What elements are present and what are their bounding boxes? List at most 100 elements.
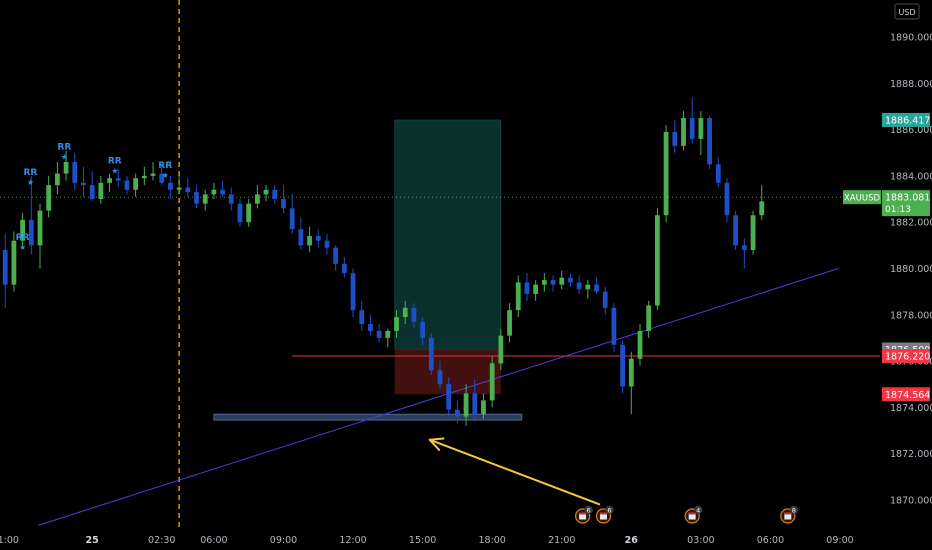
candle bbox=[541, 273, 547, 292]
event-count: 8 bbox=[792, 507, 796, 515]
star-icon: ★ bbox=[162, 171, 169, 180]
candle-body bbox=[202, 194, 208, 204]
candle bbox=[350, 268, 356, 318]
candle-body bbox=[324, 240, 330, 248]
candle bbox=[750, 210, 756, 255]
candle bbox=[672, 120, 678, 153]
candle-body bbox=[585, 284, 591, 290]
candle-body bbox=[211, 189, 217, 195]
event-marker[interactable]: 4 bbox=[684, 505, 703, 524]
trendline[interactable] bbox=[38, 267, 839, 526]
line-price-label-text: 1876.220 bbox=[885, 351, 930, 362]
candle-body bbox=[733, 215, 739, 246]
event-marker[interactable]: 8 bbox=[780, 505, 799, 524]
candle-body bbox=[541, 280, 547, 285]
candle-body bbox=[698, 118, 704, 139]
candle bbox=[411, 303, 417, 329]
candle bbox=[428, 333, 434, 375]
target-zone[interactable] bbox=[394, 119, 502, 350]
candle bbox=[159, 164, 165, 186]
candle bbox=[150, 162, 156, 181]
candle-body bbox=[724, 182, 730, 216]
event-marker[interactable]: 6 bbox=[595, 505, 614, 524]
candle-body bbox=[315, 236, 321, 241]
candle-body bbox=[333, 247, 339, 264]
y-tick-label: 1874.000 bbox=[890, 403, 932, 414]
candle-body bbox=[54, 173, 60, 186]
candle bbox=[124, 175, 130, 195]
x-tick-label: 25 bbox=[86, 535, 99, 546]
currency-button-label: USD bbox=[898, 8, 915, 17]
candle-body bbox=[281, 199, 286, 209]
candle bbox=[524, 273, 530, 301]
candle-body bbox=[115, 178, 121, 181]
currency-button[interactable]: USD bbox=[894, 3, 920, 20]
candle-body bbox=[707, 118, 712, 165]
candle-body bbox=[602, 291, 608, 308]
candle-body bbox=[263, 189, 269, 195]
x-tick-label: 26 bbox=[625, 535, 639, 546]
candle bbox=[489, 356, 495, 408]
arrow-line[interactable] bbox=[429, 438, 601, 506]
target-price-label-bg bbox=[882, 112, 930, 127]
candle bbox=[533, 280, 539, 301]
candle-body bbox=[307, 236, 312, 246]
candle-body bbox=[663, 131, 669, 216]
candle-body bbox=[481, 400, 486, 415]
candle bbox=[46, 175, 52, 218]
candle-body bbox=[550, 280, 556, 285]
candle-body bbox=[420, 321, 426, 338]
arrow-head bbox=[428, 437, 445, 451]
candle-body bbox=[176, 187, 182, 190]
candle bbox=[341, 256, 347, 278]
candle bbox=[185, 178, 191, 197]
candle-body bbox=[72, 162, 78, 183]
candle bbox=[307, 226, 312, 253]
candle-body bbox=[498, 335, 504, 364]
candle bbox=[637, 324, 643, 366]
candle bbox=[376, 324, 382, 343]
candle bbox=[463, 384, 469, 426]
candle bbox=[281, 185, 286, 213]
candle-body bbox=[159, 173, 165, 183]
candle-body bbox=[437, 370, 443, 385]
candle-body bbox=[194, 192, 199, 204]
candle-body bbox=[2, 249, 8, 285]
event-marker[interactable]: 6 bbox=[575, 505, 593, 524]
candle-body bbox=[89, 185, 95, 200]
line-price-label-bg bbox=[882, 348, 930, 363]
target-price-label: 1886.417 bbox=[882, 112, 930, 127]
candle bbox=[63, 150, 69, 181]
candle bbox=[133, 173, 139, 197]
candle bbox=[733, 210, 739, 250]
candle-body bbox=[350, 273, 356, 311]
support-zone[interactable] bbox=[213, 413, 523, 421]
flag-icon-stripe bbox=[579, 512, 587, 515]
candle bbox=[20, 212, 26, 248]
x-tick-label: 06:00 bbox=[757, 535, 784, 546]
signal-label: RR bbox=[108, 157, 122, 167]
candle-body bbox=[402, 307, 408, 318]
y-tick-label: 1870.000 bbox=[890, 495, 932, 506]
event-count-badge bbox=[693, 505, 703, 515]
candle bbox=[585, 280, 591, 299]
y-tick-label: 1890.000 bbox=[890, 33, 932, 44]
candle-body bbox=[672, 131, 678, 146]
flag-icon-body bbox=[784, 512, 792, 520]
candle-body bbox=[359, 310, 365, 325]
candle bbox=[628, 351, 634, 415]
candle bbox=[515, 275, 521, 318]
current-price-bg bbox=[882, 190, 930, 217]
candle bbox=[81, 166, 86, 197]
candle-body bbox=[533, 284, 539, 294]
y-tick-label: 1888.000 bbox=[890, 79, 932, 90]
candle bbox=[289, 194, 295, 234]
candle-body bbox=[150, 173, 156, 176]
candle bbox=[707, 115, 712, 169]
candle bbox=[602, 286, 608, 315]
candle bbox=[254, 185, 260, 209]
symbol-label: XAUUSD bbox=[843, 190, 881, 205]
candle bbox=[698, 111, 704, 156]
candle-body bbox=[559, 277, 565, 285]
